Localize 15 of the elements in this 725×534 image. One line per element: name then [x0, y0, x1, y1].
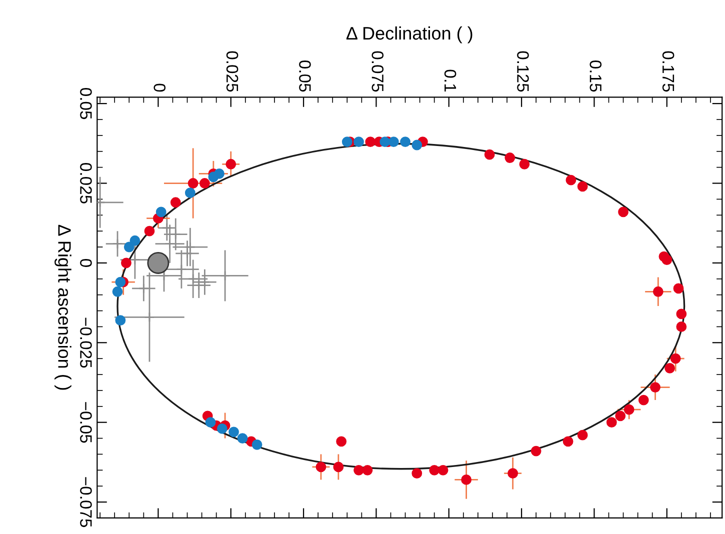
y-tick-label: −0.075 [80, 477, 92, 528]
y-tick-label: −0.05 [80, 402, 92, 443]
y-axis-title: Δ Right ascension ( ) [54, 224, 72, 390]
x-tick-label: 0.15 [590, 60, 602, 92]
x-tick-label: 0.075 [372, 51, 384, 92]
x-tick-label: 0.1 [444, 70, 456, 92]
x-tick-label: 0.05 [299, 60, 311, 92]
y-tick-label: 0 [80, 258, 92, 267]
x-tick-label: 0 [154, 84, 166, 92]
y-tick-label: −0.025 [80, 318, 92, 368]
y-tick-label: 0.025 [80, 163, 92, 204]
x-axis-title: Δ Declination ( ) [346, 26, 472, 44]
x-tick-label: 0.175 [662, 51, 674, 92]
x-tick-label: 0.125 [517, 51, 529, 92]
x-tick-label: 0.025 [226, 51, 238, 92]
